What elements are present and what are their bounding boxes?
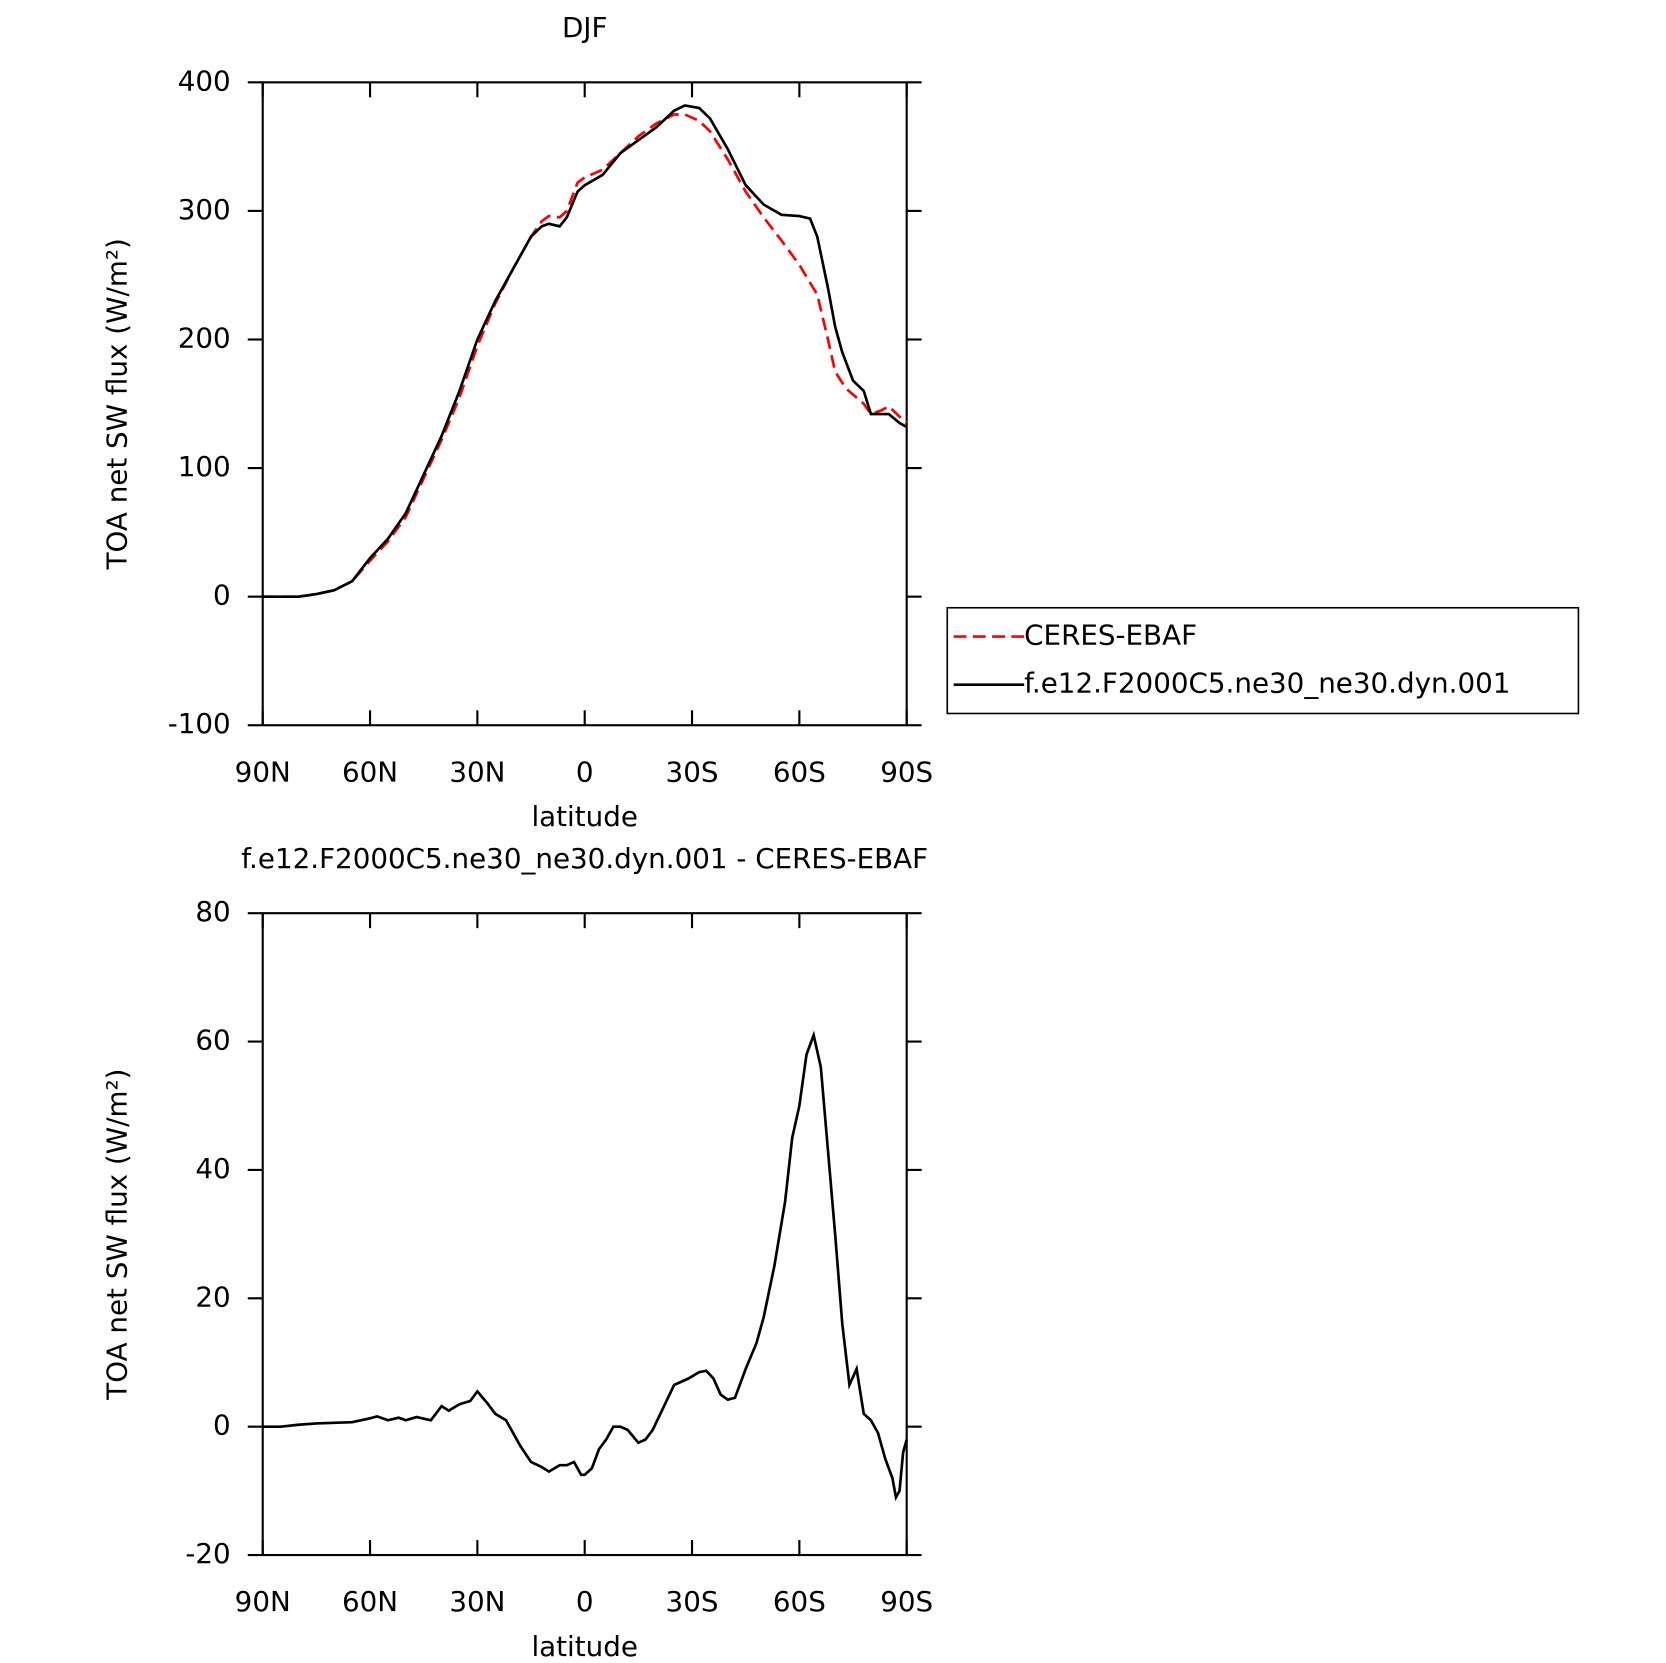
y-tick-label: 200 [178, 321, 231, 354]
x-tick-label: 0 [576, 755, 594, 788]
chart-title: f.e12.F2000C5.ne30_ne30.dyn.001 - CERES-… [241, 842, 928, 875]
x-tick-label: 90S [880, 755, 933, 788]
x-axis-label: latitude [531, 800, 637, 833]
y-tick-label: 0 [213, 579, 231, 612]
x-tick-label: 60N [342, 1585, 398, 1618]
data-line [262, 1030, 908, 1502]
y-tick-label: -20 [185, 1537, 230, 1570]
x-tick-label: 30S [666, 755, 719, 788]
x-tick-label: 60S [773, 1585, 826, 1618]
x-tick-label: 90S [880, 1585, 933, 1618]
x-tick-label: 60S [773, 755, 826, 788]
y-tick-label: -100 [168, 707, 231, 740]
x-tick-label: 0 [576, 1585, 594, 1618]
legend-label: f.e12.F2000C5.ne30_ne30.dyn.001 [1024, 667, 1510, 700]
x-tick-label: 60N [342, 755, 398, 788]
chart-title: DJF [562, 11, 608, 44]
y-tick-label: 80 [195, 895, 230, 928]
y-tick-label: 20 [195, 1280, 230, 1313]
y-tick-label: 400 [178, 64, 231, 97]
x-tick-label: 90N [235, 1585, 291, 1618]
data-line [262, 113, 908, 598]
plot-frame [261, 912, 908, 1557]
y-axis-label: TOA net SW flux (W/m²) [101, 1068, 134, 1400]
x-axis-label: latitude [531, 1630, 637, 1663]
x-tick-label: 30N [449, 1585, 505, 1618]
legend-box [946, 606, 1580, 715]
x-tick-label: 90N [235, 755, 291, 788]
y-tick-label: 40 [195, 1152, 230, 1185]
y-tick-label: 60 [195, 1024, 230, 1057]
data-line [262, 104, 908, 598]
y-tick-label: 100 [178, 450, 231, 483]
y-axis-label: TOA net SW flux (W/m²) [101, 238, 134, 570]
y-tick-label: 300 [178, 193, 231, 226]
y-tick-label: 0 [213, 1409, 231, 1442]
legend-label: CERES-EBAF [1024, 619, 1197, 652]
x-tick-label: 30S [666, 1585, 719, 1618]
x-tick-label: 30N [449, 755, 505, 788]
